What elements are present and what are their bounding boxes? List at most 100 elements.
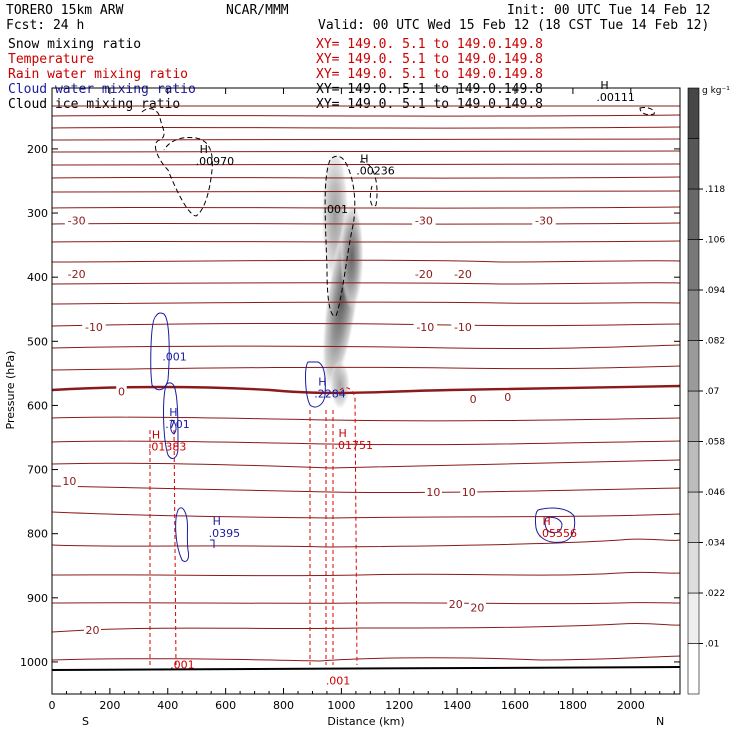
extremum-value: .00111: [596, 91, 635, 104]
extremum-marker: H: [213, 515, 221, 528]
legend-snow-xy: XY= 149.0. 5.1 to 149.0.149.8: [316, 37, 543, 52]
isotherm-label: -30: [415, 215, 433, 228]
isotherm-label-bg: [412, 267, 436, 280]
colorbar-tick-label: .01: [705, 640, 719, 650]
legend-rain-xy: XY= 149.0. 5.1 to 149.0.149.8: [316, 67, 543, 82]
colorbar-tick-label: .082: [705, 337, 725, 347]
isotherm-label-bg: [467, 393, 479, 406]
isotherm-label: -30: [535, 215, 553, 228]
isotherm-label: 20: [470, 601, 484, 614]
isotherm-label: 10: [62, 475, 76, 488]
colorbar-tick-label: .094: [705, 286, 725, 296]
y-tick-label: 1000: [20, 656, 48, 669]
extremum-value: .001: [170, 658, 195, 671]
isotherm-label: -20: [415, 268, 433, 281]
isotherm-label: -10: [85, 321, 103, 334]
isotherm-label: 10: [462, 486, 476, 499]
extremum-marker: H: [318, 376, 326, 389]
colorbar-swatch: [687, 87, 700, 139]
isotherm-label-bg: [502, 391, 514, 404]
extremum-value: .00970: [196, 155, 235, 168]
legend-temperature-xy: XY= 149.0. 5.1 to 149.0.149.8: [316, 52, 543, 67]
isotherm-label: -30: [68, 215, 86, 228]
isotherm-label-bg: [84, 623, 102, 636]
isotherm-label-bg: [451, 267, 475, 280]
isotherm-label: 20: [86, 624, 100, 637]
rain-water-contours: [149, 387, 358, 666]
isotherm-labels: -30 -30 -30 -20 -20 -20 -10 -10 -10 0 0 0 10 10 10 20 20…: [60, 214, 556, 637]
y-axis-title: Pressure (hPa): [4, 351, 17, 430]
colorbar-tick-label: .046: [705, 488, 725, 498]
extremum-value: .01751: [335, 439, 374, 452]
x-tick-label: 1400: [443, 699, 471, 712]
x-tick-label: 1000: [327, 699, 355, 712]
colorbar-swatch: [687, 138, 700, 190]
isotherm-label-bg: [447, 598, 465, 611]
colorbar-swatch: [687, 340, 700, 392]
legend-snow: Snow mixing ratio: [8, 37, 141, 52]
extremum-value: .0395: [209, 527, 241, 540]
extremum-value: .701: [165, 418, 190, 431]
colorbar-swatch: [687, 289, 700, 341]
isotherm-label-bg: [412, 214, 436, 227]
x-tick-label: 1800: [559, 699, 587, 712]
cloud-ice-contours: [141, 107, 655, 317]
extremum-value: .01383: [148, 440, 187, 453]
ground-line: [51, 666, 681, 671]
extremum-value: .001: [324, 203, 349, 216]
isotherm-label: 20: [449, 598, 463, 611]
colorbar-swatch: [687, 188, 700, 240]
x-tick-label: 1200: [385, 699, 413, 712]
x-tick-label: 800: [273, 699, 294, 712]
colorbar-tick-label: .106: [705, 236, 725, 246]
y-tick-label: 800: [27, 528, 48, 541]
isotherm-label-bg: [451, 321, 475, 334]
extremum-value: .001: [326, 674, 351, 687]
isotherm-label-bg: [460, 486, 478, 498]
colorbar-tick-label: .118: [705, 185, 725, 195]
colorbar-swatch: [687, 441, 700, 493]
legend-cloud-ice: Cloud ice mixing ratio: [8, 97, 180, 112]
extremum-value: .001: [162, 351, 187, 364]
extremum-marker: H: [339, 427, 347, 440]
legend-rain: Rain water mixing ratio: [8, 67, 188, 82]
colorbar-tick-label: .058: [705, 438, 725, 448]
isotherm-label: 0: [118, 385, 125, 398]
colorbar-tick-label: .022: [705, 589, 725, 599]
colorbar-tick-label: .07: [705, 387, 719, 397]
y-tick-label: 400: [27, 271, 48, 284]
y-tick-label: 200: [27, 143, 48, 156]
isotherm-label-bg: [468, 601, 486, 614]
isotherm-label-bg: [64, 214, 89, 227]
colorbar-swatch: [687, 643, 700, 695]
valid-time: Valid: 00 UTC Wed 15 Feb 12 (18 CST Tue …: [318, 18, 709, 33]
init-time: Init: 00 UTC Tue 14 Feb 12: [507, 3, 711, 18]
colorbar: .01 .022 .034 .046 .058 .07 .082 .094 .106 .118: [687, 87, 725, 695]
extremum-value: .2284: [314, 388, 346, 401]
extremum-marker: H: [543, 515, 551, 528]
y-tick-label: 300: [27, 207, 48, 220]
x-axis-title: Distance (km): [327, 715, 404, 728]
y-tick-label: 600: [27, 399, 48, 412]
extrema-labels: H.00970 H.00236H.00111.001.001H.2284H.701…: [148, 79, 635, 688]
org-title: NCAR/MMM: [226, 3, 289, 18]
extremum-marker: H: [200, 143, 208, 156]
isotherm-label-bg: [532, 214, 556, 227]
isotherm-label: -20: [454, 268, 472, 281]
isotherm-label-bg: [82, 321, 106, 334]
x-tick-label: 400: [157, 699, 178, 712]
cloud-water-contours: [150, 312, 576, 563]
x-tick-label: 1600: [501, 699, 529, 712]
x-tick-label: 0: [49, 699, 56, 712]
extremum-value: .05556: [539, 527, 578, 540]
extremum-marker: H: [169, 406, 177, 419]
isotherm-label: -10: [416, 321, 434, 334]
x-tick-label: 200: [99, 699, 120, 712]
isotherm-label: 0: [504, 391, 511, 404]
colorbar-swatch: [687, 491, 700, 543]
extremum-marker: H: [600, 79, 608, 92]
y-tick-label: 700: [27, 464, 48, 477]
isotherm-label-bg: [413, 321, 438, 334]
legend-cloud-water-xy: XY= 149.0. 5.1 to 149.0.149.8: [316, 82, 543, 97]
